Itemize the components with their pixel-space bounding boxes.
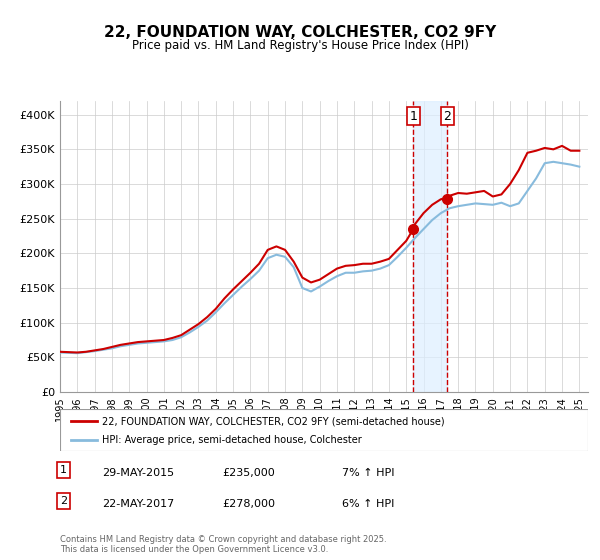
Text: 29-MAY-2015: 29-MAY-2015: [102, 468, 174, 478]
Text: 2: 2: [443, 110, 451, 123]
Text: 22, FOUNDATION WAY, COLCHESTER, CO2 9FY: 22, FOUNDATION WAY, COLCHESTER, CO2 9FY: [104, 25, 496, 40]
Text: 6% ↑ HPI: 6% ↑ HPI: [342, 499, 394, 509]
Bar: [413, 101, 448, 392]
Text: Contains HM Land Registry data © Crown copyright and database right 2025.
This d: Contains HM Land Registry data © Crown c…: [60, 535, 386, 554]
Text: HPI: Average price, semi-detached house, Colchester: HPI: Average price, semi-detached house,…: [102, 435, 362, 445]
Text: 2: 2: [60, 496, 67, 506]
Text: 1: 1: [409, 110, 417, 123]
Text: 22, FOUNDATION WAY, COLCHESTER, CO2 9FY (semi-detached house): 22, FOUNDATION WAY, COLCHESTER, CO2 9FY …: [102, 417, 445, 426]
Text: 22-MAY-2017: 22-MAY-2017: [102, 499, 174, 509]
Text: £235,000: £235,000: [222, 468, 275, 478]
Text: Price paid vs. HM Land Registry's House Price Index (HPI): Price paid vs. HM Land Registry's House …: [131, 39, 469, 52]
Text: 7% ↑ HPI: 7% ↑ HPI: [342, 468, 395, 478]
Text: £278,000: £278,000: [222, 499, 275, 509]
Text: 1: 1: [60, 465, 67, 475]
FancyBboxPatch shape: [60, 409, 588, 451]
